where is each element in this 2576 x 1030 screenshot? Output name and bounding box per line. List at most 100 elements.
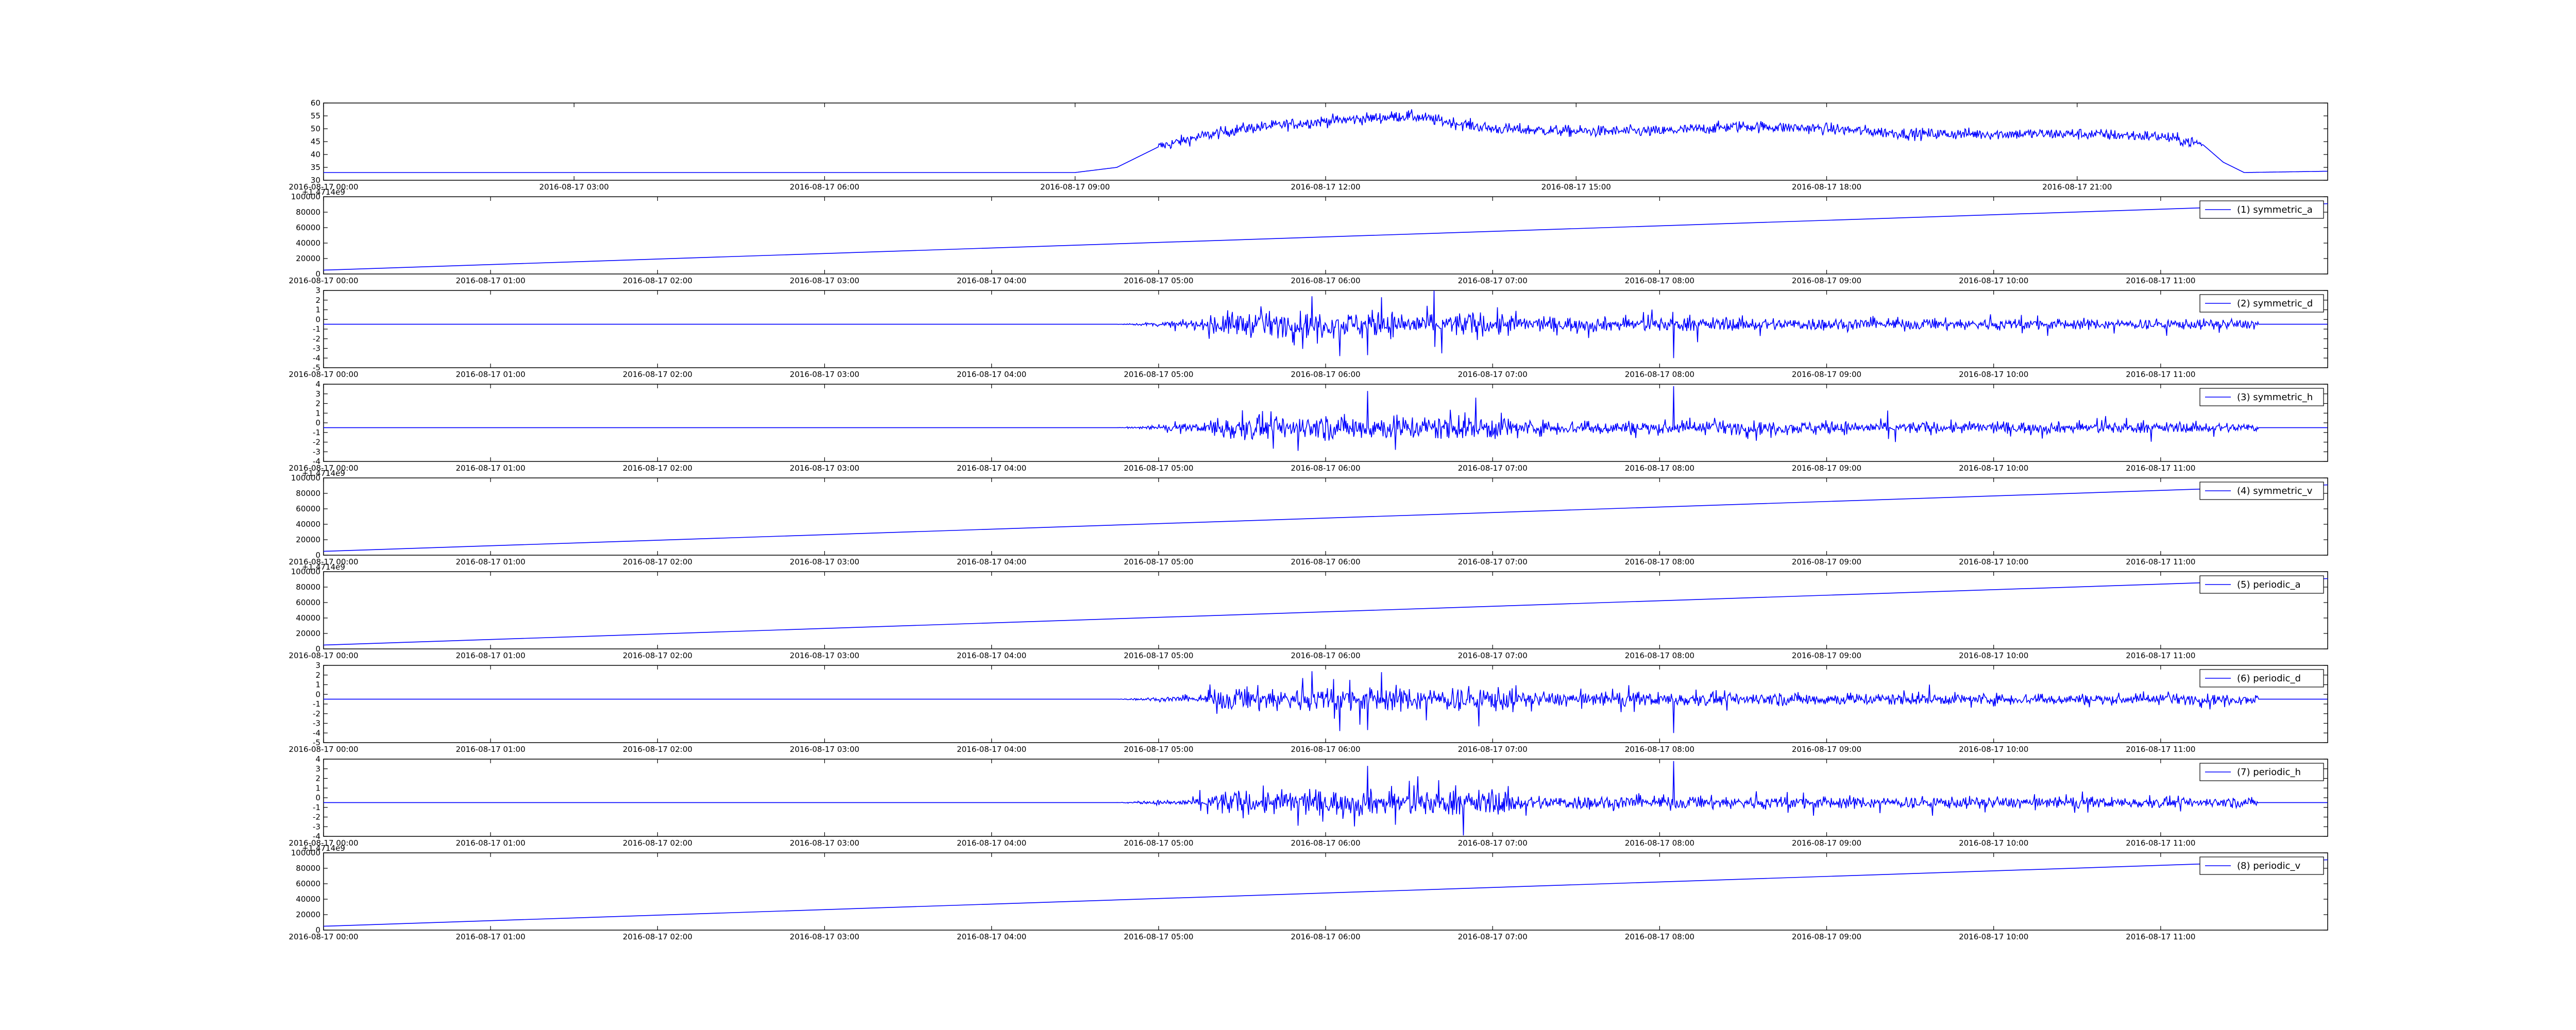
x-tick-label: 2016-08-17 03:00 <box>790 838 859 848</box>
series-line <box>324 386 2328 451</box>
y-tick-label: 1 <box>315 783 320 793</box>
x-tick-label: 2016-08-17 10:00 <box>1959 276 2028 285</box>
x-tick-label: 2016-08-17 04:00 <box>957 651 1026 660</box>
y-tick-label: 40 <box>311 150 320 159</box>
y-tick-label: -3 <box>313 447 320 456</box>
x-tick-label: 2016-08-17 11:00 <box>2126 932 2195 941</box>
y-offset-label: +1.4714e9 <box>302 562 345 572</box>
x-tick-label: 2016-08-17 05:00 <box>1124 557 1193 566</box>
y-tick-label: -4 <box>313 728 320 737</box>
x-tick-label: 2016-08-17 07:00 <box>1458 932 1528 941</box>
y-tick-label: 0 <box>315 644 320 654</box>
x-tick-label: 2016-08-17 04:00 <box>957 838 1026 848</box>
y-tick-label: 50 <box>311 124 320 133</box>
x-tick-label: 2016-08-17 05:00 <box>1124 276 1193 285</box>
subplot-1: 30 35 40 45 50 55 60 2016-08-17 00:00 2016-08-17… <box>289 98 2328 192</box>
x-tick-label: 2016-08-17 08:00 <box>1625 370 1694 379</box>
x-tick-label: 2016-08-17 06:00 <box>1291 276 1360 285</box>
x-tick-label: 2016-08-17 02:00 <box>623 557 692 566</box>
x-tick-label: 2016-08-17 10:00 <box>1959 838 2028 848</box>
y-tick-label: -3 <box>313 719 320 728</box>
x-tick-label: 2016-08-17 08:00 <box>1625 932 1694 941</box>
y-tick-label: -2 <box>313 709 320 718</box>
x-tick-label: 2016-08-17 06:00 <box>1291 932 1360 941</box>
x-tick-label: 2016-08-17 06:00 <box>1291 651 1360 660</box>
y-tick-label: 0 <box>315 418 320 427</box>
x-tick-label: 2016-08-17 10:00 <box>1959 745 2028 754</box>
y-tick-label: 0 <box>315 925 320 935</box>
y-tick-label: 2 <box>315 296 320 305</box>
x-tick-label: 2016-08-17 07:00 <box>1458 651 1528 660</box>
x-tick-label: 2016-08-17 05:00 <box>1124 464 1193 473</box>
x-tick-label: 2016-08-17 10:00 <box>1959 557 2028 566</box>
y-tick-label: 0 <box>315 690 320 699</box>
x-tick-label: 2016-08-17 09:00 <box>1040 182 1110 192</box>
x-tick-label: 2016-08-17 11:00 <box>2126 651 2195 660</box>
x-tick-label: 2016-08-17 03:00 <box>539 182 609 192</box>
x-tick-label: 2016-08-17 09:00 <box>1792 370 1861 379</box>
x-tick-label: 2016-08-17 12:00 <box>1291 182 1360 192</box>
y-tick-label: 80000 <box>296 208 320 217</box>
y-tick-label: 60000 <box>296 504 320 513</box>
x-tick-label: 2016-08-17 02:00 <box>623 838 692 848</box>
x-tick-label: 2016-08-17 06:00 <box>1291 838 1360 848</box>
x-tick-label: 2016-08-17 02:00 <box>623 745 692 754</box>
x-tick-label: 2016-08-17 11:00 <box>2126 557 2195 566</box>
x-tick-label: 2016-08-17 10:00 <box>1959 370 2028 379</box>
x-tick-label: 2016-08-17 02:00 <box>623 276 692 285</box>
series-line <box>323 484 2328 552</box>
y-tick-label: 2 <box>315 399 320 408</box>
legend: (8) periodic_v <box>2199 856 2324 875</box>
x-tick-label: 2016-08-17 01:00 <box>456 651 526 660</box>
subplot-5: 0 20000 40000 60000 80000 100000 2016-08-17 00… <box>289 469 2328 566</box>
x-tick-label: 2016-08-17 01:00 <box>456 932 526 941</box>
y-tick-label: 80000 <box>296 582 320 592</box>
y-tick-label: 1 <box>315 408 320 418</box>
y-tick-label: -2 <box>313 438 320 447</box>
x-tick-label: 2016-08-17 03:00 <box>790 464 859 473</box>
y-tick-label: 80000 <box>296 864 320 873</box>
x-tick-label: 2016-08-17 08:00 <box>1625 651 1694 660</box>
x-tick-label: 2016-08-17 07:00 <box>1458 276 1528 285</box>
x-tick-label: 2016-08-17 02:00 <box>623 932 692 941</box>
y-tick-label: -2 <box>313 334 320 344</box>
axes-frame <box>323 196 2328 274</box>
legend-label: (3) symmetric_h <box>2237 392 2313 403</box>
legend: (2) symmetric_d <box>2199 294 2324 313</box>
x-tick-label: 2016-08-17 11:00 <box>2126 276 2195 285</box>
x-tick-label: 2016-08-17 04:00 <box>957 464 1026 473</box>
x-tick-label: 2016-08-17 01:00 <box>456 557 526 566</box>
x-tick-label: 2016-08-17 10:00 <box>1959 932 2028 941</box>
legend-label: (7) periodic_h <box>2237 767 2301 778</box>
legend: (4) symmetric_v <box>2199 482 2324 500</box>
x-tick-label: 2016-08-17 05:00 <box>1124 651 1193 660</box>
x-tick-label: 2016-08-17 07:00 <box>1458 464 1528 473</box>
y-tick-label: 100000 <box>291 192 320 201</box>
x-tick-label: 2016-08-17 06:00 <box>1291 370 1360 379</box>
x-tick-label: 2016-08-17 00:00 <box>289 276 358 285</box>
y-tick-label: -1 <box>313 803 320 812</box>
y-offset-label: +1.4714e9 <box>302 469 345 478</box>
subplot-6: 0 20000 40000 60000 80000 100000 2016-08-17 00… <box>289 562 2328 660</box>
series-line <box>324 290 2328 358</box>
y-tick-label: 60000 <box>296 879 320 888</box>
y-tick-label: 55 <box>311 111 320 121</box>
y-tick-label: 60000 <box>296 223 320 232</box>
y-tick-label: 40000 <box>296 613 320 623</box>
y-offset-label: +1.4714e9 <box>302 844 345 853</box>
x-tick-label: 2016-08-17 00:00 <box>289 557 358 566</box>
x-tick-label: 2016-08-17 06:00 <box>790 182 859 192</box>
x-tick-label: 2016-08-17 07:00 <box>1458 557 1528 566</box>
x-tick-label: 2016-08-17 04:00 <box>957 276 1026 285</box>
y-tick-label: 80000 <box>296 489 320 498</box>
axes-frame <box>323 852 2328 931</box>
x-tick-label: 2016-08-17 21:00 <box>2042 182 2112 192</box>
x-tick-label: 2016-08-17 00:00 <box>289 370 358 379</box>
x-tick-label: 2016-08-17 11:00 <box>2126 464 2195 473</box>
series-line <box>324 109 2328 173</box>
axes-frame <box>323 571 2328 649</box>
